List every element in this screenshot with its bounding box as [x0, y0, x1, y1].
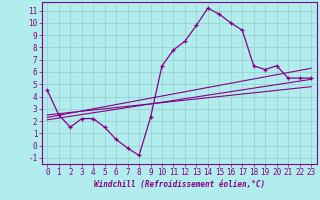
- X-axis label: Windchill (Refroidissement éolien,°C): Windchill (Refroidissement éolien,°C): [94, 180, 265, 189]
